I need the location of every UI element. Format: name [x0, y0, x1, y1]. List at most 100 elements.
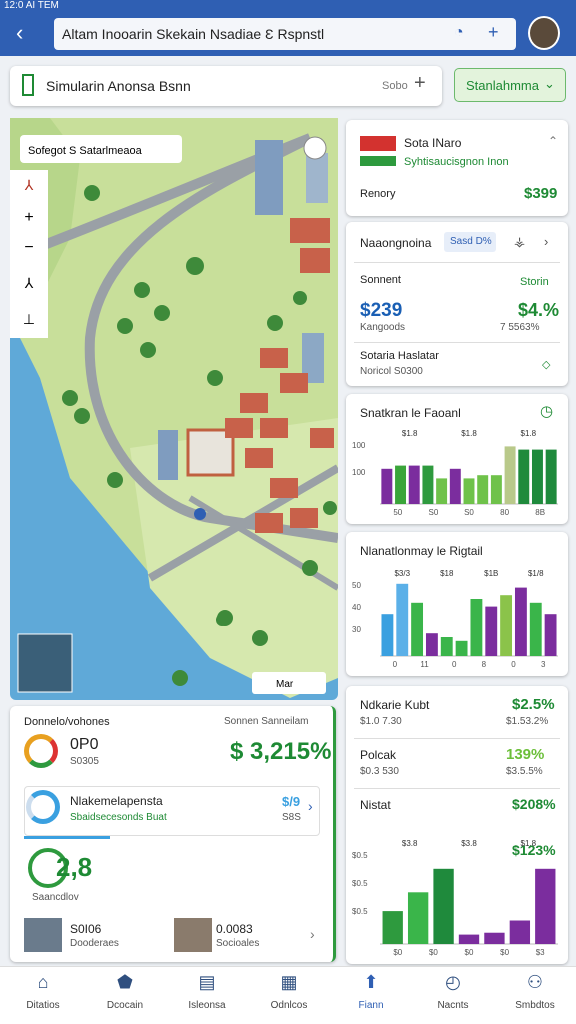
zoom-in[interactable]: + — [24, 209, 33, 226]
location-pin[interactable] — [194, 508, 206, 520]
chip-text: Sasd D% — [450, 236, 492, 247]
x-label: 0 — [452, 660, 457, 669]
bar — [504, 446, 516, 504]
circle — [186, 257, 204, 275]
rect — [280, 373, 308, 393]
card-value: $399 — [524, 185, 558, 202]
avatar[interactable] — [528, 16, 560, 50]
scale-box — [252, 672, 326, 694]
circle — [323, 501, 337, 515]
card-title: Sota INaro — [404, 136, 462, 150]
chart: 50 40 30 0 11 0 8 0 3 $3/3 $18 $1B $1/8 — [352, 569, 558, 669]
card-label: Sonnen Sanneilam — [224, 716, 309, 727]
big-sub: Kangoods — [360, 322, 406, 333]
map-tool[interactable]: ⊥ — [23, 311, 35, 327]
bar — [455, 640, 468, 656]
back-button[interactable]: ‹ — [16, 20, 24, 45]
nav-label[interactable]: Ditatios — [26, 1000, 60, 1011]
collapse[interactable]: ⌃ — [548, 134, 559, 148]
minimap[interactable] — [17, 633, 73, 693]
nav-icon[interactable]: ⬟ — [117, 972, 133, 992]
row-sub: $1.0 7.30 — [360, 716, 402, 727]
bar — [518, 449, 530, 504]
compass[interactable] — [303, 136, 327, 160]
next[interactable]: › — [308, 798, 313, 814]
bar — [500, 595, 513, 656]
toolbar-title: Simularin Anonsa Bsnn — [46, 78, 191, 94]
bar — [490, 475, 502, 504]
circle — [62, 390, 78, 406]
x-label: $0 — [429, 948, 438, 957]
nav-icon[interactable]: ⌂ — [37, 972, 49, 992]
nav-label[interactable]: Isleonsa — [188, 1000, 226, 1011]
row-box[interactable] — [24, 786, 320, 836]
dropdown-button[interactable] — [454, 68, 566, 102]
nav-icon[interactable]: ⚇ — [526, 972, 544, 992]
nav-label[interactable]: Dcocain — [106, 1000, 144, 1011]
circle — [216, 614, 228, 626]
nav-icon[interactable]: ⬆ — [363, 972, 379, 992]
nav-label[interactable]: Nacnts — [437, 1000, 469, 1011]
nav-icon[interactable]: ◴ — [445, 972, 461, 992]
chart: 100 100 50 S0 S0 80 8B $1.8 $1.8 $1.8 — [352, 429, 558, 517]
y-label: 40 — [352, 603, 361, 612]
next[interactable]: › — [310, 926, 315, 942]
map-tool[interactable]: ⅄ — [24, 177, 34, 193]
map[interactable]: Sofegot S Satarlmeaoa ⅄ + − ⅄ ⊥ Mar — [10, 118, 338, 700]
road — [84, 133, 338, 543]
bar — [514, 587, 527, 656]
x-label: 80 — [500, 508, 509, 517]
bar-label: $3.8 — [461, 839, 477, 848]
x-label: 3 — [541, 660, 546, 669]
icon[interactable]: ⚶ — [514, 234, 526, 249]
chart-title: Snatkran le Faoanl — [360, 406, 461, 420]
nav-label[interactable]: Odnlcos — [270, 1000, 308, 1011]
add-icon[interactable]: + — [488, 22, 499, 42]
bar — [484, 932, 505, 944]
dropdown-label: Stanlahmma — [466, 78, 539, 93]
divider — [354, 262, 560, 263]
row-title: Ndkarie Kubt — [360, 698, 430, 712]
bar — [449, 468, 461, 504]
nav-icon[interactable]: ▤ — [198, 972, 216, 992]
bar — [422, 465, 434, 504]
person-title: 0.0083 — [216, 922, 253, 936]
row-title: Sotaria Haslatar — [360, 350, 439, 362]
tower — [158, 430, 178, 480]
row-icon: ◇ — [542, 359, 551, 371]
circle — [293, 291, 307, 305]
nav-icon[interactable]: ▦ — [280, 972, 298, 992]
next[interactable]: › — [544, 234, 549, 249]
x-label: 8 — [482, 660, 487, 669]
circle — [140, 342, 156, 358]
bar — [477, 475, 489, 504]
zoom-out[interactable]: − — [24, 239, 33, 256]
refresh-icon[interactable]: ◔ — [454, 24, 464, 41]
map-tool[interactable]: ⅄ — [24, 275, 34, 291]
row-value: $/9 — [282, 794, 301, 809]
bar-label: $1.8 — [402, 429, 418, 438]
toolbar-add[interactable]: + — [414, 72, 426, 94]
bar — [411, 602, 424, 656]
map-search[interactable] — [20, 135, 182, 163]
card-label: Storin — [520, 276, 549, 288]
row-sub: $0.3 530 — [360, 766, 399, 777]
bar — [395, 465, 407, 504]
circle — [107, 472, 123, 488]
search-field[interactable] — [54, 18, 516, 50]
road — [147, 464, 338, 582]
chip[interactable] — [444, 232, 496, 252]
x-label: 8B — [535, 508, 545, 517]
bar — [535, 868, 556, 944]
nav-label[interactable]: Smbdtos — [515, 1000, 555, 1011]
y-label: 100 — [352, 468, 366, 477]
card-label: Renory — [360, 188, 396, 200]
houses — [225, 218, 334, 533]
bar-label: $1.8 — [461, 429, 477, 438]
gauge — [24, 734, 58, 768]
bar — [470, 599, 483, 656]
flag-icon — [360, 136, 396, 166]
gauge — [26, 790, 60, 824]
nav-label[interactable]: Fiann — [358, 1000, 384, 1011]
